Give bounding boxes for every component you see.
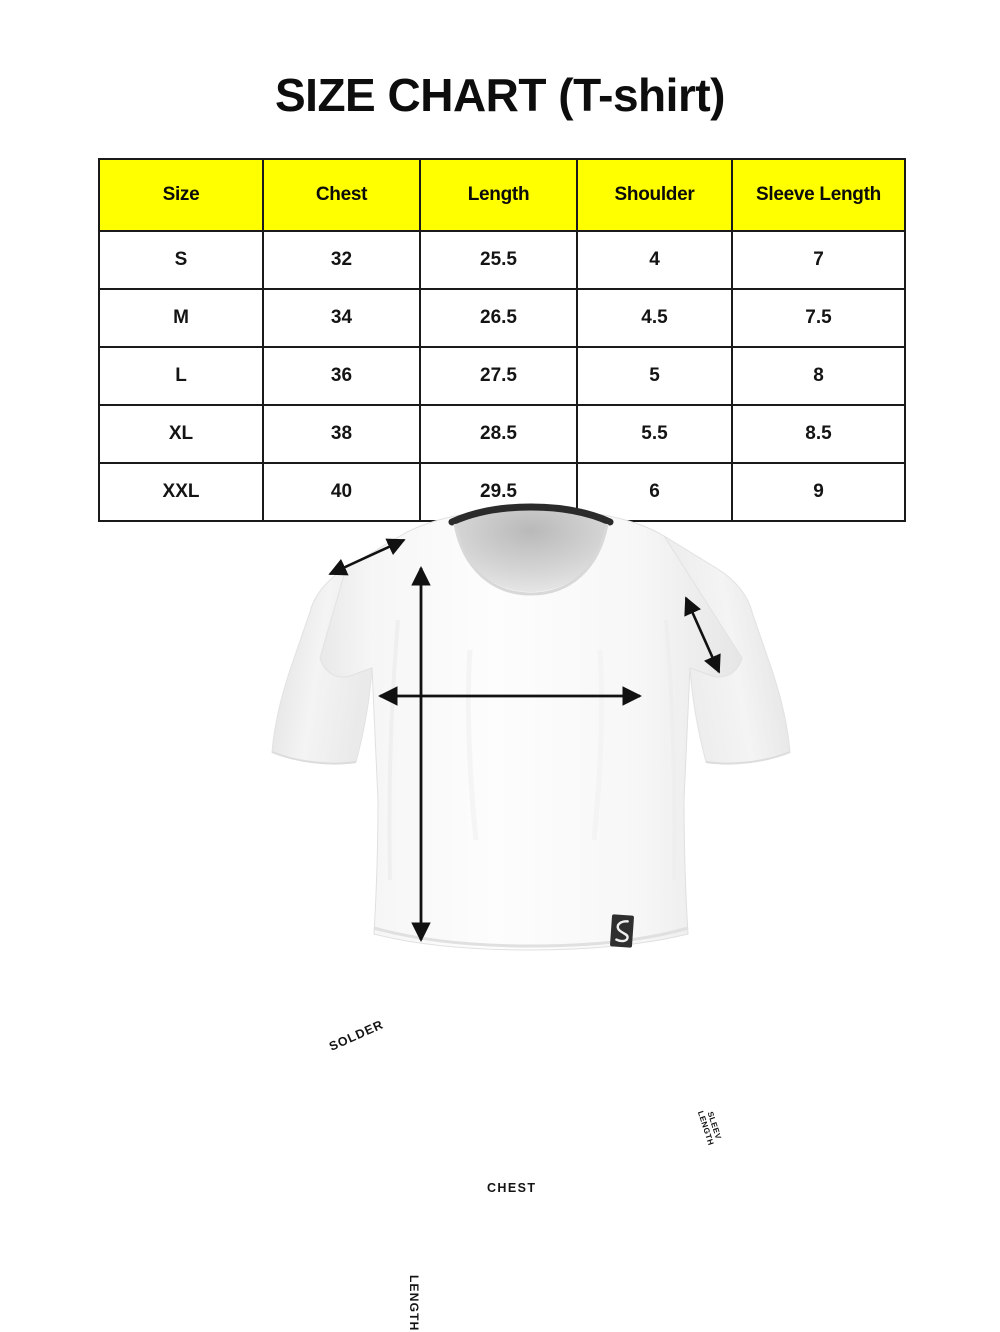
cell-chest: 38: [262, 404, 421, 464]
cell-size: S: [98, 230, 264, 290]
sleeve-length-dimension-label: SLEEV LENGTH: [696, 1107, 724, 1147]
cell-sleeve: 7: [731, 230, 906, 290]
shoulder-dimension-label: SOLDER: [327, 1017, 386, 1054]
cell-shoulder: 4: [576, 230, 733, 290]
table-row: XL 38 28.5 5.5 8.5: [98, 404, 906, 464]
cell-length: 26.5: [419, 288, 578, 348]
cell-chest: 36: [262, 346, 421, 406]
tshirt-body: [271, 503, 791, 951]
size-chart-table: Size Chest Length Shoulder Sleeve Length…: [98, 158, 906, 522]
cell-chest: 32: [262, 230, 421, 290]
collar-band: [448, 503, 614, 526]
table-row: L 36 27.5 5 8: [98, 346, 906, 406]
cell-length: 25.5: [419, 230, 578, 290]
page-title: SIZE CHART (T-shirt): [275, 69, 725, 121]
cell-shoulder: 5.5: [576, 404, 733, 464]
cell-size: M: [98, 288, 264, 348]
cell-shoulder: 5: [576, 346, 733, 406]
table-row: S 32 25.5 4 7: [98, 230, 906, 290]
cell-length: 28.5: [419, 404, 578, 464]
cell-chest: 34: [262, 288, 421, 348]
cell-shoulder: 4.5: [576, 288, 733, 348]
cell-sleeve: 9: [731, 462, 906, 522]
cell-size: XL: [98, 404, 264, 464]
column-header-sleeve: Sleeve Length: [731, 158, 906, 232]
length-dimension-label: LENGTH: [407, 1275, 421, 1332]
cell-sleeve: 8.5: [731, 404, 906, 464]
column-header-length: Length: [419, 158, 578, 232]
shoulder-dimension-arrow: [328, 538, 406, 576]
cell-sleeve: 7.5: [731, 288, 906, 348]
neck-opening: [455, 510, 607, 592]
tshirt-illustration-svg: [271, 503, 791, 951]
cell-size: L: [98, 346, 264, 406]
brand-tag-icon: [610, 914, 634, 948]
tshirt-diagram: SOLDER CHEST LENGTH SLEEV LENGTH: [0, 500, 1000, 1332]
cell-chest: 40: [262, 462, 421, 522]
size-chart-table-container: Size Chest Length Shoulder Sleeve Length…: [98, 158, 906, 522]
table-row: M 34 26.5 4.5 7.5: [98, 288, 906, 348]
cell-size: XXL: [98, 462, 264, 522]
column-header-shoulder: Shoulder: [576, 158, 733, 232]
sleeve-length-dimension-arrow: [684, 596, 721, 674]
table-row: XXL 40 29.5 6 9: [98, 462, 906, 522]
cell-shoulder: 6: [576, 462, 733, 522]
chest-dimension-label: CHEST: [487, 1181, 537, 1195]
cell-sleeve: 8: [731, 346, 906, 406]
table-header-row: Size Chest Length Shoulder Sleeve Length: [98, 158, 906, 232]
column-header-chest: Chest: [262, 158, 421, 232]
cell-length: 27.5: [419, 346, 578, 406]
column-header-size: Size: [98, 158, 264, 232]
